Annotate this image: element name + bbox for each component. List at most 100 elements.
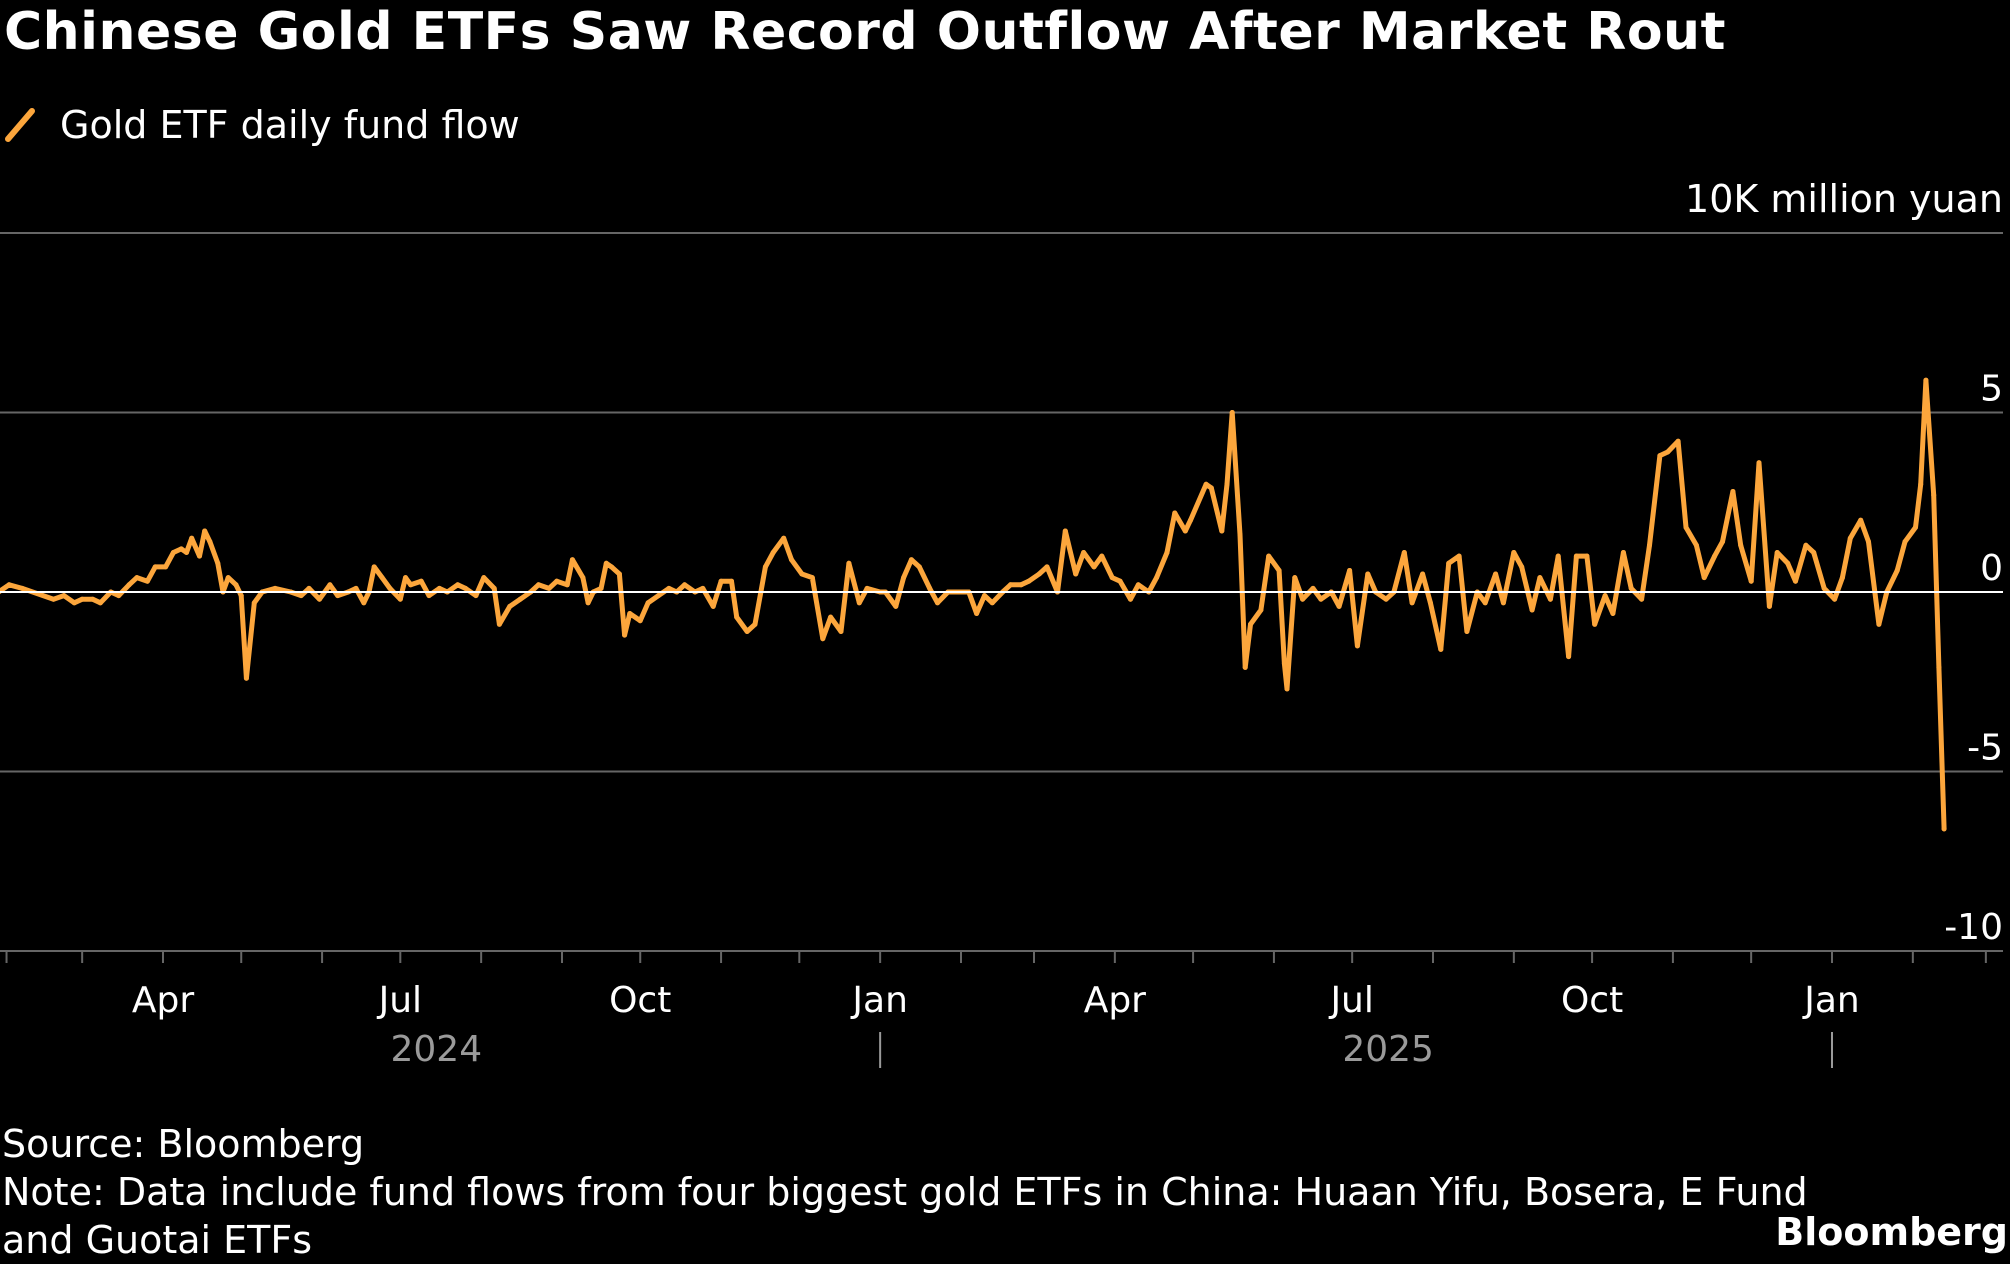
data-point (387, 585, 393, 591)
data-point (473, 593, 479, 599)
data-point (1821, 585, 1827, 591)
data-point (1036, 571, 1042, 577)
data-point (1081, 550, 1087, 555)
data-point (79, 596, 85, 602)
data-point (1482, 600, 1488, 606)
x-tick-label: Jan (850, 980, 908, 1021)
data-point (1409, 600, 1415, 606)
data-point (1628, 585, 1634, 591)
data-point (729, 578, 734, 584)
data-point (408, 582, 414, 588)
data-point (1135, 582, 1141, 588)
data-point (361, 600, 367, 606)
year-label: 2025 (1342, 1029, 1434, 1070)
x-tick-label: Apr (1084, 980, 1146, 1021)
data-point (1172, 510, 1178, 516)
data-point (1610, 611, 1616, 616)
data-point (19, 585, 25, 591)
x-tick-label: Oct (609, 980, 671, 1021)
data-point (1091, 564, 1097, 570)
data-point (1154, 575, 1160, 581)
data-point (243, 675, 249, 681)
data-point (1647, 542, 1652, 548)
series-layer (0, 377, 2003, 832)
data-point (251, 600, 257, 606)
data-point (496, 621, 502, 627)
data-point (317, 596, 322, 602)
legend-swatch-icon (5, 108, 35, 142)
data-point (1354, 643, 1360, 649)
data-point (1766, 603, 1772, 609)
data-point (1620, 550, 1626, 555)
data-point (1062, 528, 1068, 534)
data-point (152, 564, 158, 570)
data-point (809, 575, 815, 581)
data-point (1456, 553, 1462, 559)
data-point (197, 553, 202, 559)
data-point (718, 578, 724, 584)
data-point (1756, 460, 1762, 466)
data-point (789, 557, 794, 563)
data-point (1446, 560, 1452, 566)
data-point (170, 550, 176, 555)
data-point (116, 593, 122, 599)
data-point (1693, 542, 1699, 548)
data-point (202, 528, 208, 534)
data-point (1300, 596, 1306, 602)
data-point (335, 593, 341, 599)
data-point (403, 575, 408, 581)
data-point (1584, 553, 1590, 559)
year-label: 2024 (390, 1029, 482, 1070)
data-point (1310, 585, 1316, 591)
data-point (656, 593, 661, 599)
data-point (580, 575, 586, 581)
data-point (637, 618, 643, 624)
data-note-line-2: and Guotai ETFs (2, 1218, 313, 1262)
data-point (272, 585, 278, 591)
data-point (1936, 664, 1942, 670)
data-point (1219, 528, 1225, 534)
data-point (238, 593, 244, 599)
data-point (298, 593, 304, 599)
data-point (1420, 571, 1426, 577)
data-point (1182, 528, 1188, 534)
x-tick-label: Jul (377, 980, 422, 1021)
data-point (627, 611, 633, 616)
data-point (1464, 629, 1470, 634)
data-point (1730, 489, 1736, 494)
data-point (1109, 575, 1115, 581)
data-point (1894, 568, 1900, 573)
data-point (306, 585, 312, 591)
data-point (178, 546, 184, 552)
data-point (1811, 550, 1817, 555)
data-point (134, 575, 140, 581)
data-point (1876, 621, 1882, 627)
data-point (327, 582, 333, 588)
data-point (225, 575, 231, 581)
data-point (517, 596, 523, 602)
data-point (710, 603, 716, 609)
data-point (974, 611, 980, 616)
data-point (916, 564, 922, 570)
data-point (1902, 539, 1908, 545)
data-point (1026, 578, 1032, 584)
data-point (1592, 621, 1598, 627)
data-point (1493, 571, 1499, 577)
data-point (585, 600, 591, 606)
data-point (1188, 517, 1193, 523)
data-point (144, 578, 150, 584)
data-point (927, 585, 933, 591)
data-point (1866, 539, 1871, 545)
data-point (893, 603, 899, 609)
data-point (762, 564, 768, 570)
data-point (1847, 535, 1853, 541)
data-point (1281, 661, 1287, 667)
data-point (379, 575, 385, 581)
data-point (1913, 524, 1918, 530)
data-point (1738, 542, 1744, 548)
data-point (864, 585, 870, 591)
legend: Gold ETF daily fund flow (4, 100, 520, 150)
data-point (982, 593, 987, 599)
data-point (1803, 542, 1809, 548)
